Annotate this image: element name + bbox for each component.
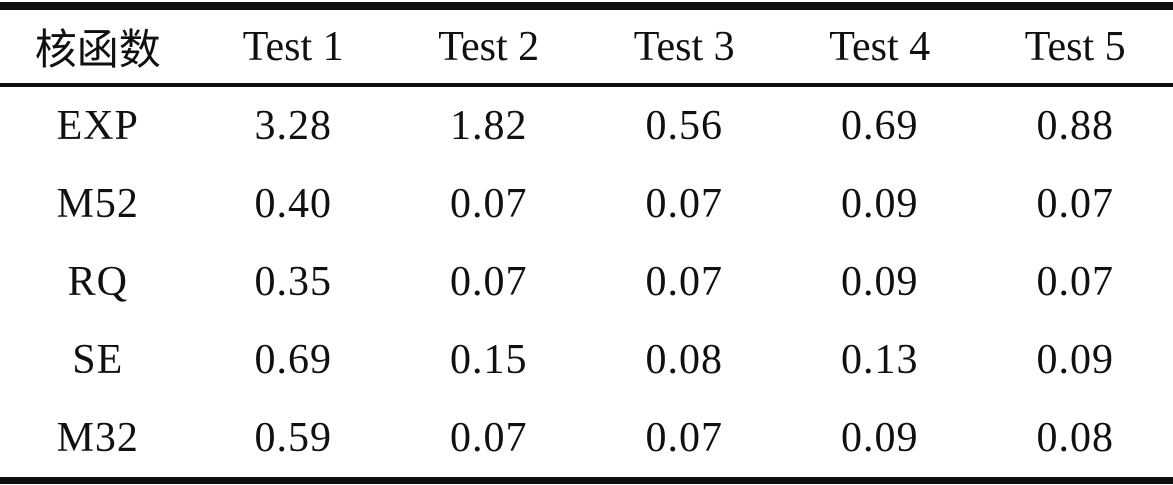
table-cell: 0.40 — [254, 181, 332, 227]
table-cell: 0.09 — [1036, 337, 1114, 383]
table-cell: 0.09 — [841, 181, 919, 227]
row-header: RQ — [67, 259, 128, 305]
table-cell: 0.88 — [1036, 103, 1114, 149]
table-row-se: SE 0.69 0.15 0.08 0.13 0.09 — [0, 321, 1173, 399]
table-cell: 0.35 — [254, 259, 332, 305]
table-cell: 0.15 — [450, 337, 528, 383]
table-cell: 0.08 — [645, 337, 723, 383]
table-cell: 0.07 — [450, 181, 528, 227]
row-header: M32 — [56, 415, 139, 461]
column-header-kernel: 核函数 — [0, 6, 196, 87]
table-cell: 3.28 — [254, 103, 332, 149]
column-header-test3: Test 3 — [586, 6, 782, 87]
table-row-rq: RQ 0.35 0.07 0.07 0.09 0.07 — [0, 243, 1173, 321]
table-cell: 0.07 — [645, 259, 723, 305]
column-header-test2: Test 2 — [391, 6, 587, 87]
table-body: EXP 3.28 1.82 0.56 0.69 0.88 M52 0.40 0.… — [0, 85, 1173, 481]
table-cell: 0.07 — [645, 181, 723, 227]
table-cell: 1.82 — [450, 103, 528, 149]
table-cell: 0.08 — [1036, 415, 1114, 461]
table-cell: 0.69 — [254, 337, 332, 383]
table-cell: 0.07 — [1036, 181, 1114, 227]
row-header: EXP — [56, 103, 139, 149]
table-cell: 0.07 — [1036, 259, 1114, 305]
table-cell: 0.56 — [645, 103, 723, 149]
table-cell: 0.69 — [841, 103, 919, 149]
header-row: 核函数 Test 1 Test 2 Test 3 Test 4 Test 5 — [0, 6, 1173, 87]
table-row-m32: M32 0.59 0.07 0.07 0.09 0.08 — [0, 399, 1173, 481]
table-cell: 0.07 — [645, 415, 723, 461]
table-cell: 0.07 — [450, 259, 528, 305]
table-cell: 0.09 — [841, 415, 919, 461]
column-header-test5: Test 5 — [977, 6, 1173, 87]
table-cell: 0.59 — [254, 415, 332, 461]
row-header: SE — [72, 337, 124, 383]
column-header-test1: Test 1 — [195, 6, 391, 87]
row-header: M52 — [56, 181, 139, 227]
table-header: 核函数 Test 1 Test 2 Test 3 Test 4 Test 5 — [0, 6, 1173, 87]
table-cell: 0.07 — [450, 415, 528, 461]
table-row-m52: M52 0.40 0.07 0.07 0.09 0.07 — [0, 165, 1173, 243]
column-header-test4: Test 4 — [782, 6, 978, 87]
table-cell: 0.13 — [841, 337, 919, 383]
table-row-exp: EXP 3.28 1.82 0.56 0.69 0.88 — [0, 85, 1173, 165]
table-cell: 0.09 — [841, 259, 919, 305]
